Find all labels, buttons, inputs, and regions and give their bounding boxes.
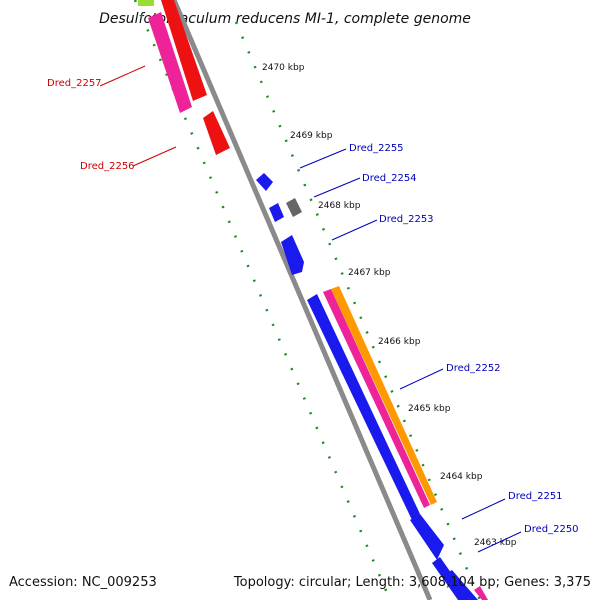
gene-label-dred-2256: Dred_2256 — [80, 161, 135, 172]
gene-label-dred-2250: Dred_2250 — [524, 524, 579, 535]
gene-feature-pink-bottom — [474, 586, 488, 600]
gene-feature-dred-2257 — [161, 0, 207, 101]
leader-line-dred-2252 — [399, 368, 444, 390]
gc-content-track-outer — [234, 21, 482, 600]
leader-line-dred-2253 — [331, 219, 378, 241]
leader-line-dred-2257 — [99, 65, 146, 87]
gene-label-dred-2257: Dred_2257 — [47, 78, 102, 89]
tick-label-2466: 2466 kbp — [378, 337, 421, 347]
gene-label-dred-2255: Dred_2255 — [349, 143, 404, 154]
gene-feature-dred-2253 — [281, 235, 304, 275]
tick-label-2463: 2463 kbp — [474, 538, 517, 548]
map-title: Desulfotomaculum reducens MI-1, complete… — [99, 11, 471, 27]
gene-feature-pink-long — [148, 12, 192, 113]
genome-backbone — [171, 0, 433, 600]
gene-label-dred-2251: Dred_2251 — [508, 491, 563, 502]
leader-line-dred-2256 — [132, 146, 177, 167]
tick-label-2470: 2470 kbp — [262, 63, 305, 73]
leader-line-dred-2250 — [477, 531, 522, 553]
leader-line-dred-2251 — [461, 498, 506, 520]
tick-label-2468: 2468 kbp — [318, 201, 361, 211]
gene-feature-dred-2254b — [286, 198, 302, 217]
gene-feature-dred-2255 — [256, 173, 273, 191]
tick-label-2464: 2464 kbp — [440, 472, 483, 482]
gene-feature-dred-2252 — [307, 294, 420, 520]
accession-text: Accession: NC_009253 — [9, 575, 157, 590]
gene-track-pink — [323, 289, 430, 508]
gene-feature-dred-2254a — [269, 203, 284, 222]
tick-label-2467: 2467 kbp — [348, 268, 391, 278]
leader-line-dred-2255 — [299, 148, 347, 169]
gene-feature-dred-2256 — [203, 111, 230, 155]
gene-label-dred-2252: Dred_2252 — [446, 363, 501, 374]
gene-label-dred-2254: Dred_2254 — [362, 173, 417, 184]
gene-feature-dred-2249 — [444, 570, 478, 600]
leader-line-dred-2254 — [313, 177, 361, 198]
partial-feature-top — [138, 0, 154, 6]
tick-label-2465: 2465 kbp — [408, 404, 451, 414]
tick-label-2469: 2469 kbp — [290, 131, 333, 141]
gene-track-orange — [331, 286, 437, 505]
gene-label-dred-2253: Dred_2253 — [379, 214, 434, 225]
gene-feature-dred-2251 — [410, 514, 444, 560]
genome-summary-text: Topology: circular; Length: 3,608,104 bp… — [233, 575, 591, 590]
